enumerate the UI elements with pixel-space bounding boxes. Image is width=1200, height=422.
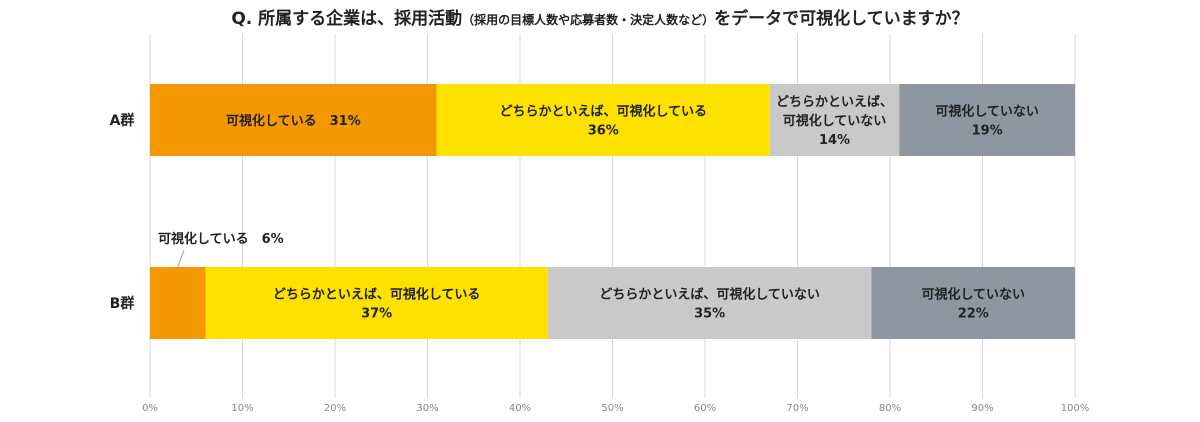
data-label: どちらかといえば、可視化している <box>499 104 707 120</box>
bars <box>150 84 1075 339</box>
data-label: 可視化していない <box>935 104 1039 120</box>
bar-segment <box>769 84 900 156</box>
data-label: どちらかといえば、可視化していない <box>599 287 820 303</box>
data-label: 可視化していない <box>783 113 887 129</box>
bar-segment <box>205 267 548 339</box>
chart-title-main-prefix: Q. 所属する企業は、採用活動 <box>231 8 462 29</box>
chart-title: Q. 所属する企業は、採用活動（採用の目標人数や応募者数・決定人数など）をデータ… <box>231 8 968 29</box>
x-tick-label: 10% <box>231 403 253 414</box>
x-tick-label: 50% <box>601 403 623 414</box>
bar-segment <box>871 267 1075 339</box>
data-label: 22% <box>958 307 989 322</box>
data-labels: 可視化している 31%どちらかといえば、可視化している36%どちらかといえば、可… <box>158 95 1039 322</box>
category-label: A群 <box>110 112 135 129</box>
x-tick-label: 100% <box>1061 403 1090 414</box>
x-tick-label: 90% <box>971 403 993 414</box>
bar-segment <box>150 267 206 339</box>
data-label: 36% <box>588 124 619 139</box>
data-label: 37% <box>361 307 392 322</box>
x-tick-label: 60% <box>694 403 716 414</box>
chart-title-main-suffix: をデータで可視化していますか？ <box>714 8 969 29</box>
bar-segment <box>150 84 437 156</box>
axes: 0% 10% 20% 30% 40% 50% 60% 70% 80% 90% 100% A群 B群 <box>110 112 1090 414</box>
x-tick-label: 40% <box>509 403 531 414</box>
data-label: 可視化している 31% <box>226 113 361 129</box>
callout-label: 可視化している 6% <box>158 231 284 247</box>
x-tick-label: 20% <box>324 403 346 414</box>
chart-title-sub: （採用の目標人数や応募者数・決定人数など） <box>462 12 714 27</box>
bar-segment <box>436 84 770 156</box>
bar-segment <box>547 267 872 339</box>
data-label: 可視化していない <box>921 287 1025 303</box>
data-label: どちらかといえば、 <box>776 95 893 110</box>
x-tick-label: 80% <box>879 403 901 414</box>
callout-leader-line <box>176 249 185 270</box>
data-label: 19% <box>972 124 1003 139</box>
x-tick-label: 70% <box>786 403 808 414</box>
x-tick-label: 30% <box>416 403 438 414</box>
bar-segment <box>899 84 1075 156</box>
category-label: B群 <box>110 295 135 312</box>
data-label: どちらかといえば、可視化している <box>273 287 481 303</box>
x-tick-label: 0% <box>142 403 158 414</box>
data-label: 14% <box>819 133 850 148</box>
data-label: 35% <box>694 307 725 322</box>
